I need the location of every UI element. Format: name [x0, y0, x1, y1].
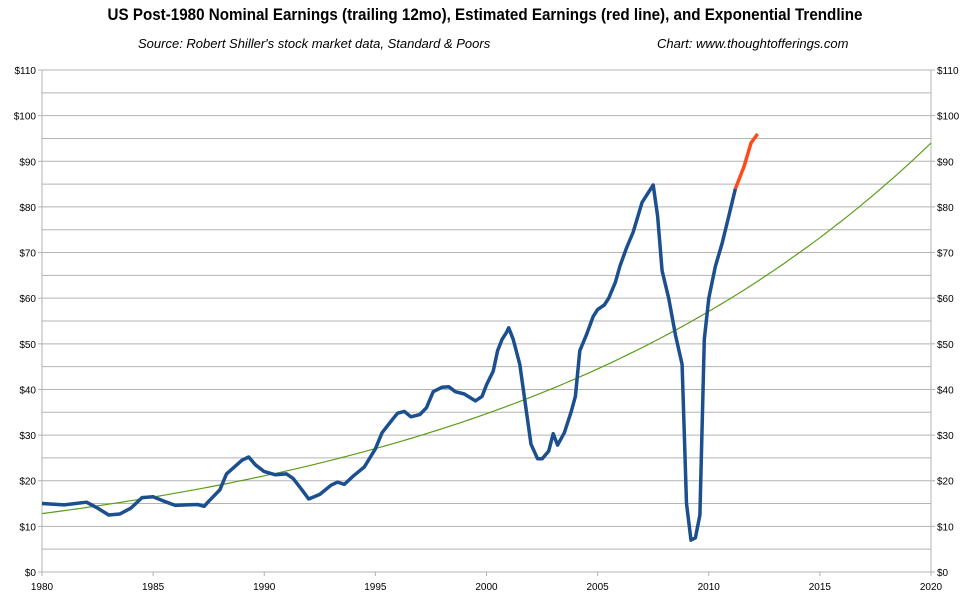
x-tick-label: 1990 — [253, 582, 276, 593]
y-tick-label-right: $50 — [937, 340, 954, 351]
chart-credit: Chart: www.thoughtofferings.com — [657, 36, 849, 51]
y-tick-label-left: $60 — [19, 294, 36, 305]
y-tick-label-left: $70 — [19, 249, 36, 260]
x-tick-label: 2005 — [587, 582, 610, 593]
y-tick-label-left: $80 — [19, 203, 36, 214]
y-tick-label-left: $110 — [14, 66, 36, 77]
y-tick-label-left: $0 — [25, 568, 37, 579]
y-tick-label-right: $30 — [937, 431, 954, 442]
y-tick-label-right: $110 — [937, 66, 959, 77]
x-tick-label: 2020 — [920, 582, 943, 593]
y-tick-label-right: $20 — [937, 477, 954, 488]
x-tick-label: 2000 — [475, 582, 498, 593]
chart-title: US Post-1980 Nominal Earnings (trailing … — [107, 6, 863, 24]
y-tick-label-left: $50 — [19, 340, 36, 351]
y-tick-label-left: $20 — [19, 477, 36, 488]
earnings-line — [41, 183, 738, 542]
y-tick-label-right: $0 — [937, 568, 949, 579]
x-tick-label: 2015 — [809, 582, 832, 593]
y-tick-label-right: $100 — [937, 112, 960, 123]
y-tick-label-right: $70 — [937, 249, 954, 260]
y-tick-label-right: $40 — [937, 385, 954, 396]
x-tick-label: 2010 — [698, 582, 721, 593]
y-tick-label-left: $100 — [14, 112, 37, 123]
x-tick-label: 1980 — [31, 582, 54, 593]
y-tick-label-left: $30 — [19, 431, 36, 442]
y-tick-label-right: $80 — [937, 203, 954, 214]
trendline — [41, 142, 932, 515]
estimated-line — [733, 132, 760, 190]
x-tick-label: 1995 — [364, 582, 387, 593]
chart-source: Source: Robert Shiller's stock market da… — [138, 36, 491, 51]
y-tick-label-right: $10 — [937, 522, 954, 533]
y-tick-label-left: $90 — [19, 157, 36, 168]
y-tick-label-left: $40 — [19, 385, 36, 396]
y-tick-label-right: $90 — [937, 157, 954, 168]
y-tick-label-left: $10 — [19, 522, 36, 533]
y-tick-label-right: $60 — [937, 294, 954, 305]
x-tick-label: 1985 — [142, 582, 165, 593]
